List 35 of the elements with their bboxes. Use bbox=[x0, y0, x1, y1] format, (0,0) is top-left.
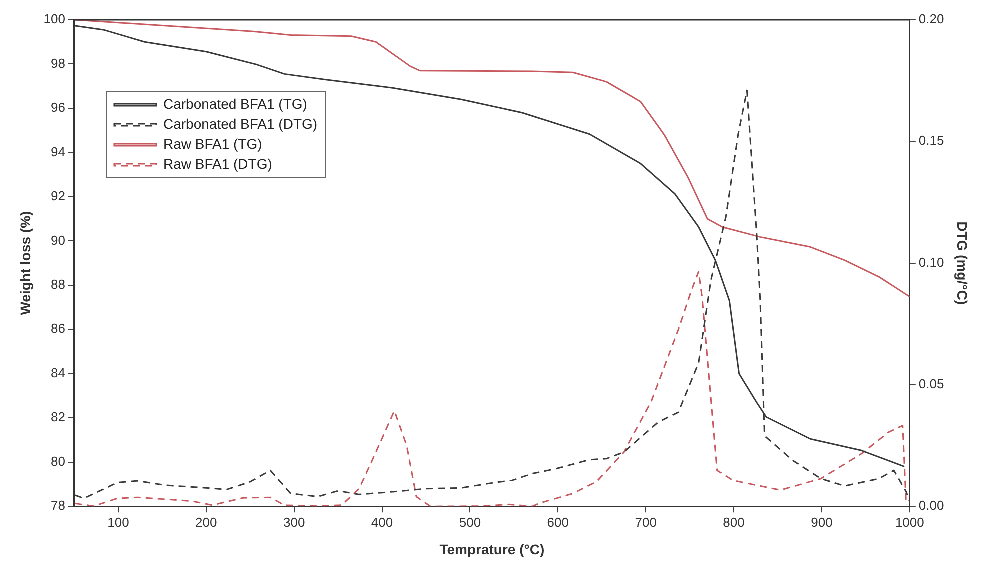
y-tick-label: 82 bbox=[51, 410, 66, 425]
x-axis-title: Temprature (°C) bbox=[440, 541, 545, 558]
y-tick-label: 100 bbox=[44, 12, 66, 27]
y-tick-label: 80 bbox=[51, 454, 66, 469]
y-tick-label: 84 bbox=[51, 365, 66, 380]
y-tick-label: 90 bbox=[51, 232, 66, 248]
x-tick-label: 400 bbox=[371, 514, 394, 530]
y2-tick-label: 0.20 bbox=[918, 12, 944, 27]
legend-label: Carbonated BFA1 (DTG) bbox=[163, 116, 318, 132]
x-tick-label: 800 bbox=[723, 514, 745, 530]
y-tick-label: 96 bbox=[51, 100, 66, 116]
x-tick-label: 700 bbox=[635, 514, 657, 530]
legend-label: Carbonated BFA1 (TG) bbox=[163, 96, 308, 112]
legend-label: Raw BFA1 (DTG) bbox=[163, 156, 272, 172]
y2-axis-title: DTG (mg/°C) bbox=[954, 222, 971, 305]
x-tick-label: 900 bbox=[811, 514, 833, 530]
y2-tick-label: 0.15 bbox=[918, 133, 944, 148]
y-tick-label: 94 bbox=[51, 144, 66, 160]
y2-tick-label: 0.00 bbox=[918, 498, 944, 514]
x-tick-label: 1000 bbox=[895, 514, 924, 530]
legend-label: Raw BFA1 (TG) bbox=[163, 136, 262, 152]
y-tick-label: 88 bbox=[51, 276, 66, 292]
x-tick-label: 100 bbox=[108, 514, 130, 530]
y-tick-label: 98 bbox=[51, 56, 66, 71]
y-axis-title: Weight loss (%) bbox=[17, 211, 34, 316]
x-tick-label: 500 bbox=[459, 514, 482, 530]
x-tick-label: 300 bbox=[283, 514, 306, 530]
line-series bbox=[74, 271, 908, 507]
x-tick-label: 200 bbox=[196, 514, 218, 530]
y-tick-label: 78 bbox=[51, 498, 66, 514]
y-tick-label: 92 bbox=[51, 188, 66, 204]
y2-tick-label: 0.05 bbox=[918, 376, 944, 392]
y-tick-label: 86 bbox=[51, 321, 66, 336]
x-tick-label: 600 bbox=[547, 514, 569, 530]
y2-tick-label: 0.10 bbox=[918, 254, 944, 270]
